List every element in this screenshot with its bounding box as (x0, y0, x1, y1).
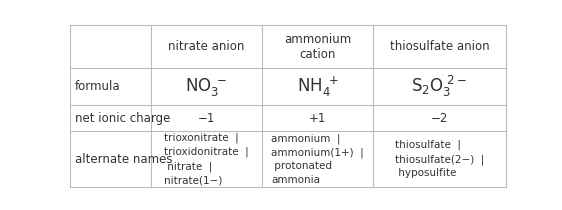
Text: alternate names: alternate names (75, 152, 172, 165)
Text: $\mathregular{NO_3^{\ -}}$: $\mathregular{NO_3^{\ -}}$ (185, 76, 228, 98)
Text: formula: formula (75, 80, 120, 93)
Text: thiosulfate anion: thiosulfate anion (389, 40, 489, 53)
Text: nitrate anion: nitrate anion (168, 40, 244, 53)
Text: ammonium  |
ammonium(1+)  |
 protonated
ammonia: ammonium | ammonium(1+) | protonated amm… (271, 133, 364, 185)
Text: −1: −1 (198, 112, 215, 125)
Text: thiosulfate  |
thiosulfate(2−)  |
 hyposulfite: thiosulfate | thiosulfate(2−) | hyposulf… (395, 140, 484, 178)
Text: $\mathregular{NH_4^{\ +}}$: $\mathregular{NH_4^{\ +}}$ (297, 75, 338, 99)
Text: trioxonitrate  |
trioxidonitrate  |
 nitrate  |
nitrate(1−): trioxonitrate | trioxidonitrate | nitrat… (164, 133, 249, 185)
Text: −2: −2 (430, 112, 448, 125)
Text: $\mathregular{S_2O_3^{\ 2-}}$: $\mathregular{S_2O_3^{\ 2-}}$ (411, 74, 468, 99)
Text: net ionic charge: net ionic charge (75, 112, 170, 125)
Text: ammonium
cation: ammonium cation (284, 33, 351, 61)
Text: +1: +1 (309, 112, 326, 125)
